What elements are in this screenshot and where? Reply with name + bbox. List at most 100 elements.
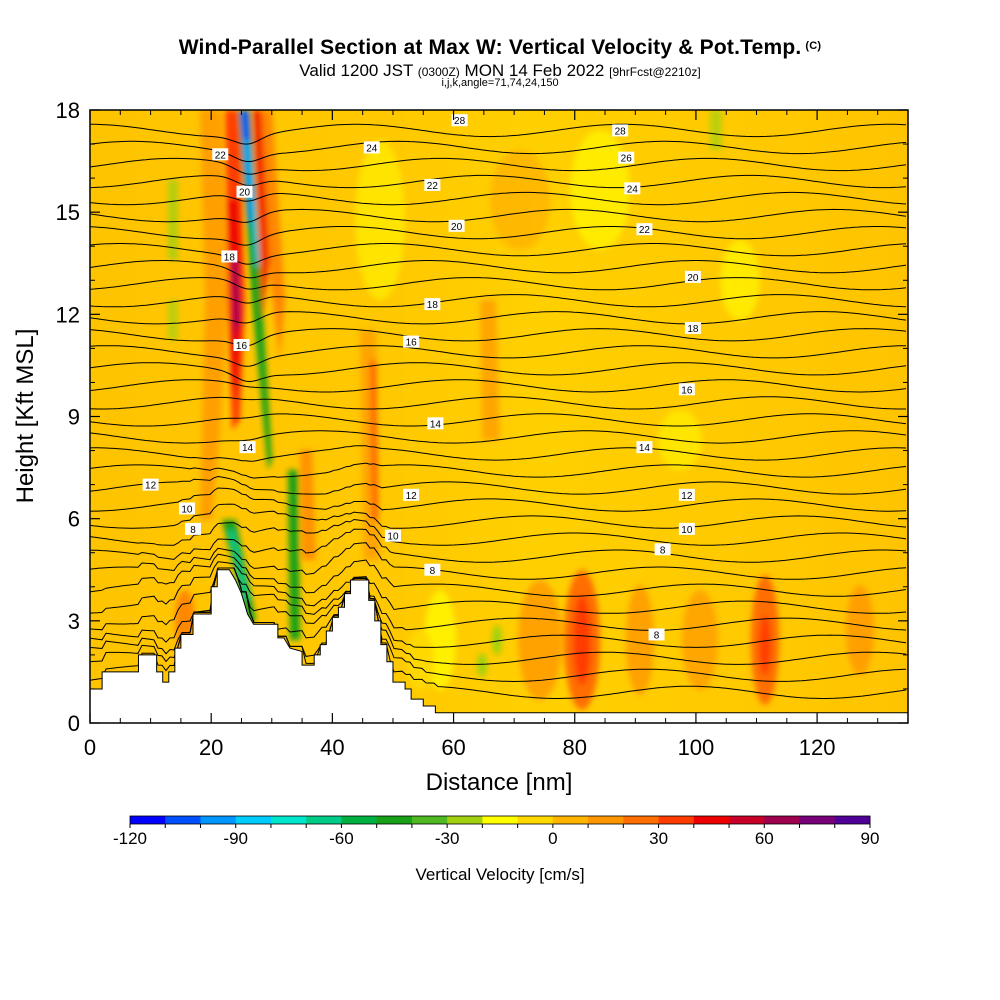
contour-label-bg — [648, 628, 665, 641]
contour-label: 14 — [430, 419, 442, 430]
theta-contour-line — [90, 328, 907, 347]
colorbar-swatch — [764, 816, 801, 824]
colorbar-swatch — [306, 816, 342, 824]
theta-contour-line — [90, 208, 907, 223]
contour-label: 16 — [236, 341, 248, 352]
contour-label: 10 — [387, 532, 399, 543]
colorbar-swatch — [693, 816, 730, 824]
contour-label: 22 — [427, 181, 439, 192]
theta-contour-line — [90, 174, 907, 189]
colorbar-swatch — [834, 816, 871, 824]
colorbar-swatch — [588, 816, 624, 824]
colorbar-tick-label: 0 — [548, 829, 557, 848]
theta-contour-line — [90, 475, 907, 495]
contour-label-bg — [612, 124, 629, 137]
colorbar-swatch — [482, 816, 519, 824]
contour-label: 12 — [145, 481, 157, 492]
contour-label: 8 — [430, 566, 436, 577]
contour-label-bg — [678, 522, 695, 535]
chart-subtitle: Valid 1200 JST (0300Z) MON 14 Feb 2022 [… — [0, 61, 1000, 81]
contour-label: 26 — [621, 154, 633, 165]
colorbar-swatch — [165, 816, 201, 824]
y-axis-label: Height [Kft MSL] — [12, 329, 39, 504]
contour-label: 16 — [681, 385, 693, 396]
theta-contour-line — [90, 567, 907, 631]
colorbar-swatch — [623, 816, 660, 824]
contour-label: 20 — [451, 222, 463, 233]
theta-contour-line — [90, 345, 906, 367]
contour-label-bg — [178, 502, 195, 515]
axes: 0 20 40 60 80 100 120 0 3 6 9 12 15 18 — [56, 98, 909, 760]
contour-label-bg — [185, 522, 202, 535]
contour-label: 20 — [687, 273, 699, 284]
contour-label: 8 — [190, 525, 196, 536]
contour-label-bg — [654, 543, 671, 556]
section-params: i,j,k,angle=71,74,24,150 — [441, 77, 559, 89]
contour-label: 18 — [427, 300, 439, 311]
contour-label: 28 — [454, 116, 466, 127]
colorbar-tick-label: -60 — [329, 829, 354, 848]
contour-label: 10 — [681, 525, 693, 536]
contour-label: 8 — [654, 630, 660, 641]
x-tick-label: 20 — [199, 735, 223, 760]
theta-contour-line — [90, 379, 907, 393]
contour-label: 14 — [639, 443, 651, 454]
contour-label: 24 — [627, 184, 639, 195]
contour-label-bg — [233, 338, 250, 351]
valid-date: MON 14 Feb 2022 — [464, 61, 605, 80]
terrain — [90, 569, 908, 723]
theta-contour-line — [90, 157, 907, 175]
forecast-info: [9hrFcst@2210z] — [609, 65, 701, 79]
colorbar-swatch — [341, 816, 378, 824]
theta-contour-line — [90, 462, 907, 479]
theta-contour-line — [90, 542, 907, 580]
contour-label-bg — [424, 563, 441, 576]
colorbar-swatch — [517, 816, 554, 824]
colorbar-tick-label: -120 — [113, 829, 147, 848]
contour-label: 10 — [181, 504, 193, 515]
y-tick-label: 12 — [56, 302, 80, 327]
contour-label: 18 — [687, 324, 699, 335]
contour-label: 20 — [239, 188, 251, 199]
contour-label-bg — [636, 441, 653, 454]
contour-label: 28 — [615, 126, 627, 137]
y-tick-label: 6 — [68, 507, 80, 532]
colorbar-swatch — [658, 816, 695, 824]
copyright-mark: (C) — [805, 40, 822, 52]
x-tick-label: 80 — [562, 735, 586, 760]
contour-label: 18 — [224, 252, 236, 263]
x-tick-label: 60 — [441, 735, 465, 760]
theta-contour-line — [90, 518, 907, 546]
contour-label: 22 — [215, 150, 227, 161]
contour-label-bg — [636, 223, 653, 236]
y-tick-label: 3 — [68, 609, 80, 634]
theta-contour-line — [90, 123, 907, 145]
theta-contour-line — [90, 396, 906, 410]
colorbar-tick-label: -30 — [435, 829, 460, 848]
theta-contour-line — [90, 260, 907, 279]
theta-contour-line — [90, 553, 907, 597]
colorbar-tick-label: 60 — [755, 829, 774, 848]
contour-label-bg — [427, 417, 444, 430]
theta-contour-line — [90, 503, 907, 529]
contour-label-bg — [363, 141, 380, 154]
contour-label-bg — [448, 219, 465, 232]
colorbar-swatch — [376, 816, 413, 824]
contour-label: 14 — [242, 443, 254, 454]
colorbar-swatch — [447, 816, 483, 824]
y-tick-label: 9 — [68, 405, 80, 430]
theta-contour-line — [90, 362, 907, 383]
contour-label: 12 — [681, 491, 693, 502]
colorbar: -120 -90 -60 -30 0 30 60 90 — [113, 815, 879, 848]
x-tick-label: 120 — [799, 735, 836, 760]
x-tick-label: 100 — [678, 735, 715, 760]
contour-label-bg — [403, 488, 420, 501]
velocity-field: 28 28 24 26 22 22 24 20 20 22 18 20 18 18 16 16 16 14 14 14… — [90, 110, 908, 723]
contour-labels: 28 28 24 26 22 22 24 20 20 22 18 20 18 18 16 16 16 14 14 14… — [142, 114, 701, 641]
theta-contour-line — [90, 528, 907, 563]
title-main: Wind-Parallel Section at Max W: Vertical… — [178, 36, 802, 59]
theta-contour-line — [90, 191, 907, 206]
y-tick-label: 15 — [56, 200, 80, 225]
contour-label-bg — [678, 383, 695, 396]
